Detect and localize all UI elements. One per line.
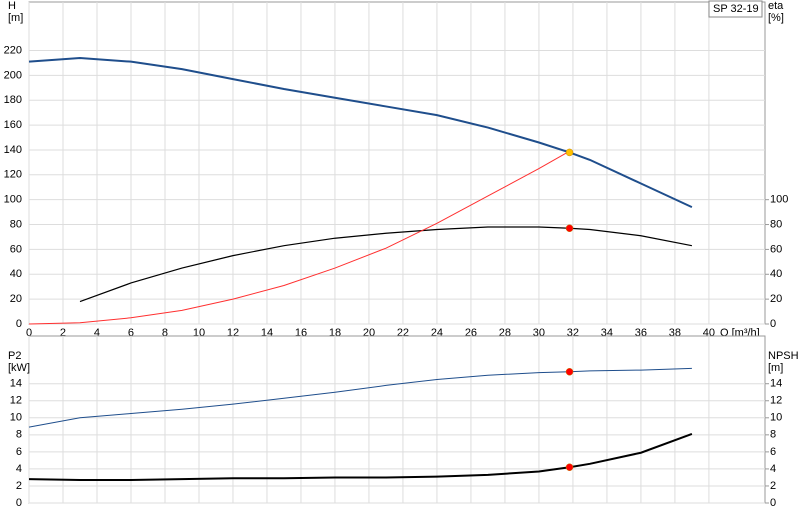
y2-tick-label: 10 <box>770 412 782 424</box>
y-tick-label: 2 <box>16 480 22 492</box>
operating-point <box>565 148 574 157</box>
y2-tick-label: 14 <box>770 378 782 390</box>
y-tick-label: 12 <box>10 395 22 407</box>
y-axis-label: [kW] <box>8 362 30 374</box>
y-tick-label: 0 <box>16 497 22 509</box>
y2-tick-label: 8 <box>770 429 776 441</box>
y-tick-label: 8 <box>16 429 22 441</box>
y-axis-label: [m] <box>8 12 23 24</box>
y2-tick-label: 40 <box>770 268 782 280</box>
y2-tick-label: 2 <box>770 480 776 492</box>
y-tick-label: 0 <box>16 318 22 330</box>
y2-tick-label: 20 <box>770 293 782 305</box>
series-line <box>28 367 692 428</box>
y2-tick-label: 12 <box>770 395 782 407</box>
y2-tick-label: 100 <box>770 194 788 206</box>
y2-tick-label: 80 <box>770 218 782 230</box>
y-tick-label: 80 <box>10 218 22 230</box>
legend-box <box>708 0 763 18</box>
y-tick-label: 200 <box>4 69 22 81</box>
x-tick-label: 8 <box>162 327 168 339</box>
y2-axis-label: [%] <box>768 12 784 24</box>
y2-axis-label: [m] <box>768 362 783 374</box>
y2-tick-label: 0 <box>770 497 776 509</box>
series-line <box>28 56 693 209</box>
series-line <box>79 226 693 303</box>
series-line <box>28 433 693 481</box>
operating-point <box>565 463 574 471</box>
y2-axis-label: eta <box>768 0 784 12</box>
series-line <box>28 150 570 325</box>
y-tick-label: 140 <box>4 144 22 156</box>
x-tick-label: 4 <box>94 327 100 339</box>
x-tick-label: 6 <box>128 327 134 339</box>
y-tick-label: 20 <box>10 293 22 305</box>
y-tick-label: 10 <box>10 412 22 424</box>
y2-axis-label: NPSH <box>768 350 799 362</box>
y-tick-label: 4 <box>16 463 22 475</box>
legend-text: SP 32-19 <box>713 3 759 15</box>
y-tick-label: 220 <box>4 44 22 56</box>
plot-area <box>28 1 766 325</box>
y2-tick-label: 6 <box>770 446 776 458</box>
y2-tick-label: 60 <box>770 243 782 255</box>
x-tick-label: 0 <box>26 327 32 339</box>
y-tick-label: 40 <box>10 268 22 280</box>
x-tick-label: 2 <box>60 327 66 339</box>
operating-point <box>565 224 574 233</box>
operating-point <box>565 368 574 376</box>
y2-tick-label: 0 <box>770 318 776 330</box>
y2-tick-label: 4 <box>770 463 776 475</box>
y-axis-label: P2 <box>8 350 21 362</box>
y-axis-label: H <box>8 0 16 12</box>
y-tick-label: 14 <box>10 378 22 390</box>
y-tick-label: 60 <box>10 243 22 255</box>
y-tick-label: 160 <box>4 119 22 131</box>
y-tick-label: 6 <box>16 446 22 458</box>
y-tick-label: 180 <box>4 94 22 106</box>
y-tick-label: 120 <box>4 169 22 181</box>
y-tick-label: 100 <box>4 194 22 206</box>
